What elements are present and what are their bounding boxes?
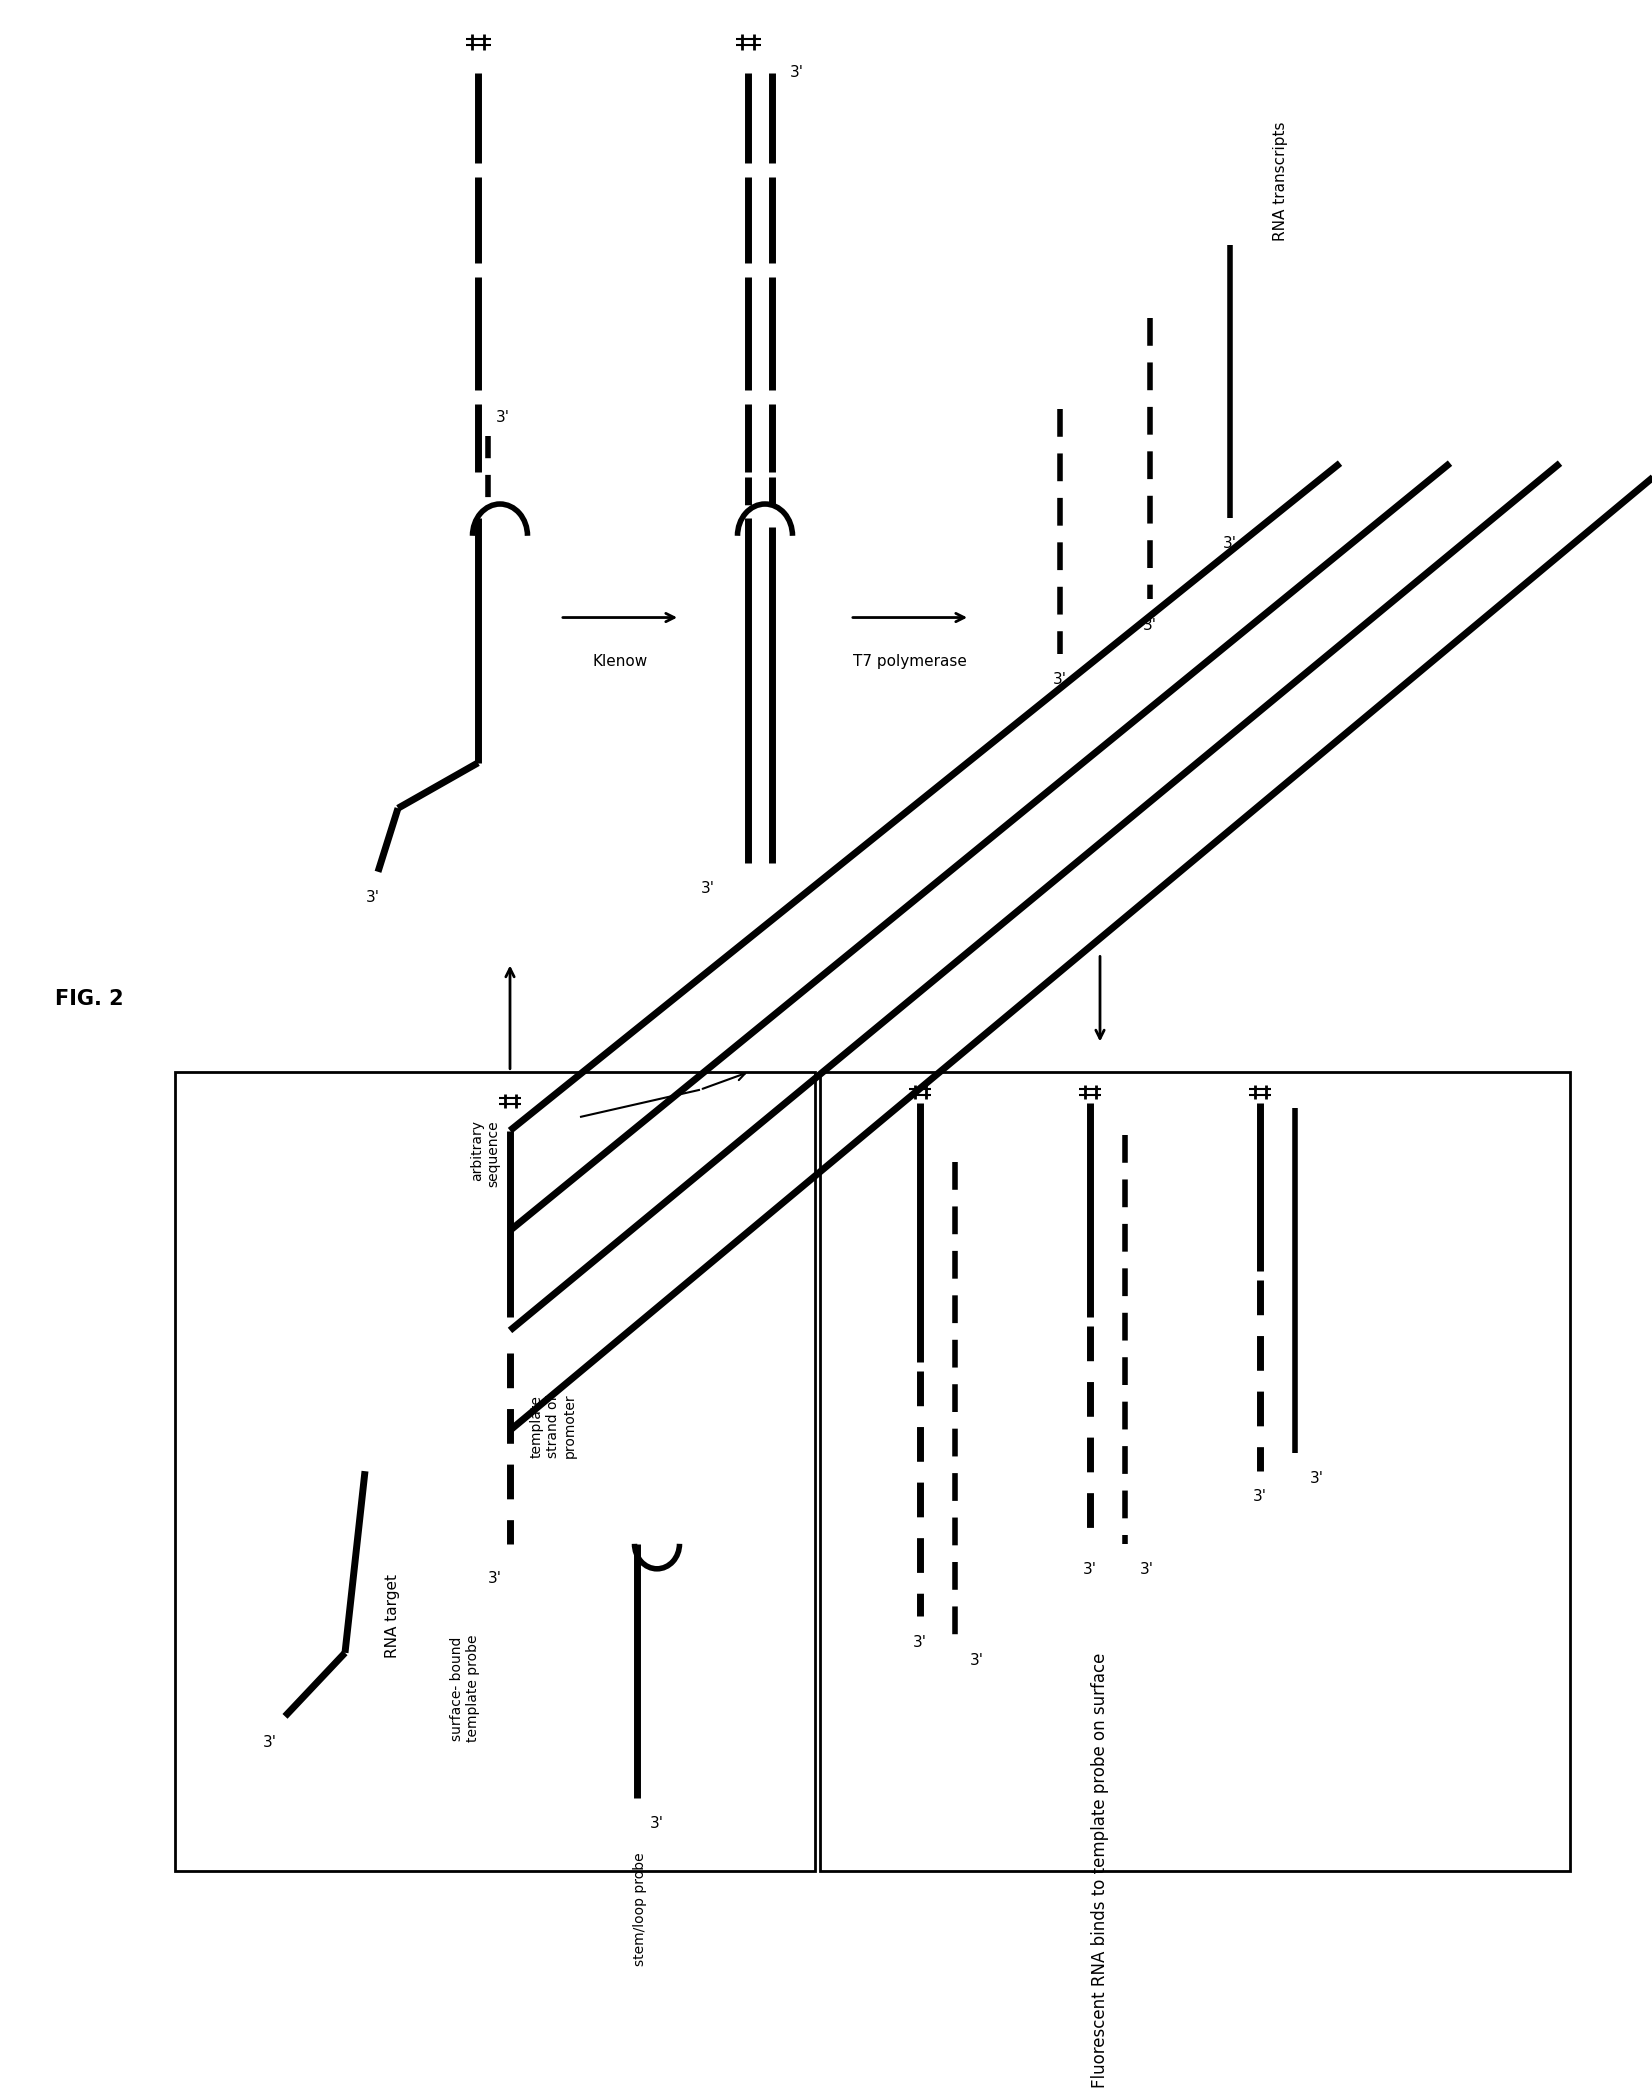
Text: 3': 3' <box>1222 536 1237 550</box>
Text: 3': 3' <box>914 1635 927 1649</box>
Text: RNA transcripts: RNA transcripts <box>1272 121 1287 241</box>
Text: 3': 3' <box>1052 672 1067 687</box>
Text: T7 polymerase: T7 polymerase <box>852 653 966 670</box>
Text: 3': 3' <box>1252 1490 1267 1505</box>
Text: arbitrary
sequence: arbitrary sequence <box>469 1120 501 1187</box>
Text: 3': 3' <box>1310 1471 1323 1486</box>
Text: 3': 3' <box>700 881 715 896</box>
Text: Klenow: Klenow <box>593 653 648 670</box>
Text: 3': 3' <box>1140 1561 1155 1576</box>
Text: 3': 3' <box>1084 1561 1097 1576</box>
Text: Fluorescent RNA binds to template probe on surface: Fluorescent RNA binds to template probe … <box>1090 1653 1108 2089</box>
Text: 3': 3' <box>496 410 510 425</box>
Text: 3': 3' <box>263 1735 278 1750</box>
Text: surface- bound
template probe: surface- bound template probe <box>449 1635 481 1741</box>
Text: 3': 3' <box>649 1817 664 1831</box>
Text: 3': 3' <box>970 1653 985 1668</box>
Text: 3': 3' <box>367 890 380 904</box>
Bar <box>175 1072 814 1871</box>
Bar <box>819 1072 1569 1871</box>
Text: 3': 3' <box>790 65 805 80</box>
Text: stem/loop probe: stem/loop probe <box>633 1852 648 1965</box>
Text: 3': 3' <box>1143 617 1156 632</box>
Text: FIG. 2: FIG. 2 <box>55 990 124 1009</box>
Text: RNA target: RNA target <box>385 1574 400 1658</box>
Text: 3': 3' <box>487 1572 502 1586</box>
Text: template
strand of
promoter: template strand of promoter <box>530 1394 577 1459</box>
